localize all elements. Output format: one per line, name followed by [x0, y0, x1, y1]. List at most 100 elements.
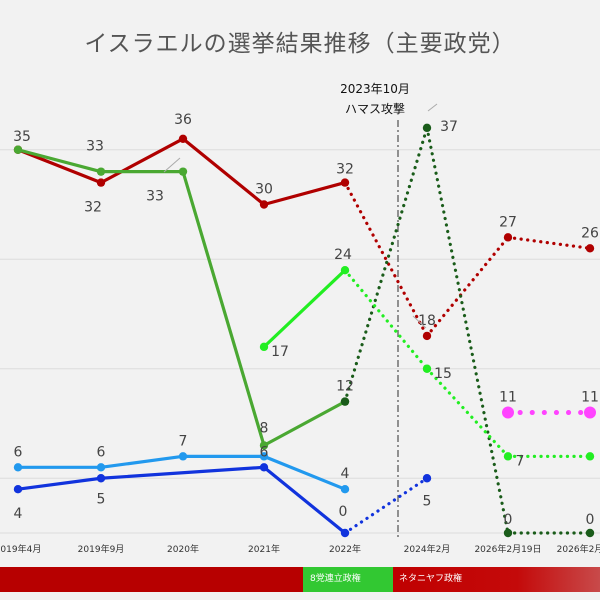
data-point: [340, 397, 350, 406]
timeline-segment-netanyahu-prior: [0, 567, 303, 592]
data-label: 7: [179, 433, 188, 449]
data-label: 35: [13, 129, 31, 145]
series-layer: [13, 123, 596, 538]
series-segment: [181, 137, 266, 207]
data-point: [422, 331, 432, 341]
data-label: 26: [581, 225, 599, 241]
coalition-label: 8党連立政権: [310, 574, 361, 584]
data-point: [340, 528, 350, 538]
data-point: [13, 485, 23, 494]
data-point: [585, 528, 595, 538]
data-label: 6: [97, 444, 106, 460]
data-label: 32: [84, 200, 102, 216]
data-label: 33: [86, 139, 104, 155]
x-tick-label: 2019年4月: [0, 543, 41, 555]
timeline-segment-coalition: 8党連立政権: [303, 567, 393, 592]
data-label: 5: [97, 491, 106, 507]
data-point: [340, 266, 350, 275]
series-2: [340, 123, 595, 538]
x-tick-label: 2026年2月: [557, 543, 600, 555]
series-5: [13, 463, 432, 538]
data-point: [584, 406, 596, 419]
series-segment: [16, 148, 103, 185]
data-point: [96, 463, 106, 472]
data-point: [340, 178, 350, 187]
series-segment: [262, 465, 347, 535]
data-label: 8: [260, 420, 269, 436]
data-label: 0: [504, 512, 513, 528]
x-tick-label: 2019年9月: [78, 543, 125, 555]
series-3: [259, 266, 595, 461]
government-timeline-bar: 8党連立政権 ネタニヤフ政権: [0, 567, 600, 592]
data-point: [96, 474, 106, 483]
series-segment: [262, 454, 347, 491]
data-point: [96, 178, 106, 187]
x-tick-label: 2026年2月19日: [474, 543, 541, 555]
data-point: [259, 463, 269, 472]
data-label: 27: [499, 214, 517, 230]
data-label: 6: [260, 444, 269, 460]
line-chart: 2023年10月 ハマス攻撃 35 33 32 36 33 30 32 37 27 26 24 17 1…: [0, 82, 600, 555]
data-point: [13, 145, 23, 154]
data-point: [259, 200, 269, 209]
series-segment: [16, 148, 103, 174]
event-label-date: 2023年10月: [340, 82, 410, 96]
x-tick-label: 2024年2月: [404, 543, 451, 555]
data-label: 0: [586, 512, 595, 528]
data-point: [503, 233, 513, 242]
data-label: 12: [336, 379, 354, 395]
label-leader: [163, 157, 181, 173]
series-segment: [425, 235, 510, 338]
data-label: 11: [499, 390, 517, 406]
data-label: 30: [255, 182, 273, 198]
data-label: 0: [339, 504, 348, 520]
series-segment: [99, 137, 185, 185]
data-point: [340, 485, 350, 494]
event-marker: 2023年10月 ハマス攻撃: [340, 82, 410, 540]
data-point: [502, 406, 514, 419]
data-point: [178, 167, 188, 176]
data-point: [259, 342, 269, 352]
series-segment: [262, 400, 347, 447]
data-point: [96, 167, 106, 176]
data-point: [259, 441, 269, 450]
data-label: 4: [341, 466, 350, 482]
data-point: [422, 474, 432, 483]
data-label: 32: [336, 162, 354, 178]
series-segment: [99, 454, 185, 469]
data-label: 17: [271, 344, 289, 360]
timeline-segment-netanyahu: ネタニヤフ政権: [393, 567, 600, 592]
series-6: [502, 406, 596, 419]
data-point: [585, 244, 595, 253]
series-segment: [425, 367, 510, 458]
data-label: 33: [146, 189, 164, 205]
series-segment: [262, 181, 347, 207]
data-label: 7: [516, 453, 525, 469]
series-segment: [99, 465, 266, 480]
label-leader: [412, 315, 427, 329]
data-point: [503, 528, 513, 538]
data-point: [422, 123, 432, 133]
data-label: 37: [440, 119, 458, 135]
series-segment: [181, 170, 266, 447]
data-label: 24: [334, 247, 352, 263]
event-label-name: ハマス攻撃: [345, 101, 405, 116]
data-label: 11: [581, 390, 599, 406]
data-label-layer: 35 33 32 36 33 30 32 37 27 26 24 17 18 15 12 11 11 8 7 7 6 6 6…: [13, 103, 599, 528]
series-1: [13, 145, 350, 450]
series-0: [13, 134, 595, 341]
x-tick-label: 2021年: [248, 543, 280, 555]
data-point: [503, 452, 513, 461]
data-point: [178, 134, 188, 143]
data-label: 6: [14, 444, 23, 460]
chart-title: イスラエルの選挙結果推移（主要政党）: [84, 31, 516, 57]
data-label: 5: [423, 493, 432, 509]
data-point: [585, 452, 595, 461]
data-label: 15: [434, 366, 452, 382]
label-leader: [427, 103, 438, 112]
series-segment: [506, 235, 592, 250]
data-point: [13, 463, 23, 472]
data-label: 4: [14, 506, 23, 522]
x-axis-ticks: 2019年4月 2019年9月 2020年 2021年 2022年 2024年2月 2026…: [0, 543, 600, 555]
netanyahu-label: ネタニヤフ政権: [399, 574, 463, 584]
